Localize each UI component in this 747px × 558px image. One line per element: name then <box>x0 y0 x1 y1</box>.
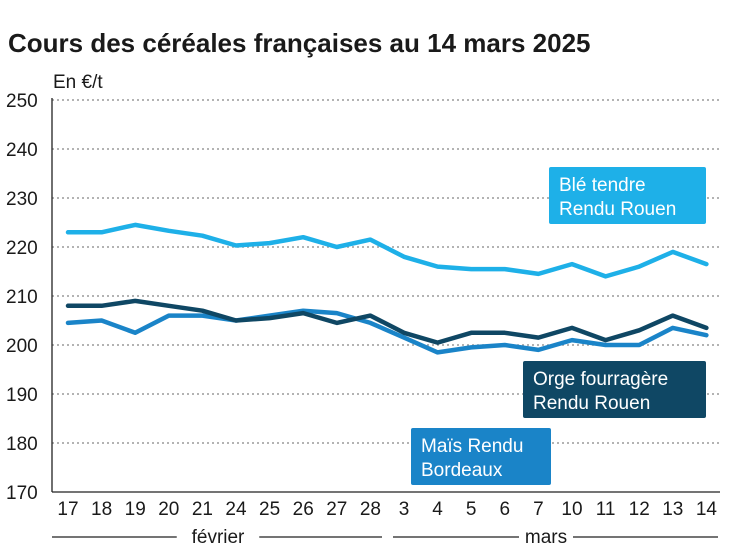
x-tick-label: 17 <box>57 499 78 520</box>
x-tick-label: 20 <box>158 499 179 520</box>
x-tick-label: 28 <box>360 499 381 520</box>
x-tick-labels: 17 18 19 20 21 24 25 26 27 28 3 4 5 6 7 10 11 12 13 14 <box>57 499 717 520</box>
x-tick-label: 10 <box>561 499 582 520</box>
series-label-2: Maïs Rendu Bordeaux <box>411 428 551 485</box>
series-label-box <box>523 361 706 418</box>
series-label-0: Blé tendre Rendu Rouen <box>549 167 706 224</box>
x-tick-label: 18 <box>91 499 112 520</box>
x-tick-label: 11 <box>596 499 616 520</box>
y-tick-label: 230 <box>6 189 38 210</box>
x-tick-label: 21 <box>192 499 213 520</box>
x-tick-label: 14 <box>696 499 718 520</box>
chart-title: Cours des céréales françaises au 14 mars… <box>8 28 591 58</box>
x-tick-label: 7 <box>533 499 544 520</box>
y-tick-label: 190 <box>6 385 38 406</box>
month-labels: février mars <box>52 527 718 548</box>
x-tick-label: 24 <box>225 499 247 520</box>
series-lines <box>65 222 709 355</box>
series-label-text: Blé tendre <box>559 175 646 196</box>
y-tick-labels: 170 180 190 200 210 220 230 240 250 <box>6 91 38 504</box>
y-tick-label: 180 <box>6 434 38 455</box>
y-tick-label: 240 <box>6 140 38 161</box>
x-tick-label: 13 <box>662 499 683 520</box>
series-label-box <box>411 428 551 485</box>
series-label-text: Rendu Rouen <box>533 393 650 414</box>
series-labels: Blé tendre Rendu Rouen Orge fourragère Rend… <box>411 167 706 485</box>
x-tick-label: 25 <box>259 499 280 520</box>
x-tick-label: 27 <box>326 499 347 520</box>
series-line-2 <box>65 308 709 355</box>
series-label-text: Rendu Rouen <box>559 199 676 220</box>
y-axis-label: En €/t <box>53 72 103 93</box>
y-tick-label: 170 <box>6 483 38 504</box>
series-label-box <box>549 167 706 224</box>
gridlines <box>51 98 720 493</box>
y-tick-label: 200 <box>6 336 38 357</box>
x-tick-label: 3 <box>399 499 410 520</box>
month-label: février <box>192 527 245 548</box>
x-tick-label: 4 <box>432 499 443 520</box>
x-tick-label: 5 <box>466 499 477 520</box>
series-label-text: Orge fourragère <box>533 369 668 390</box>
x-tick-label: 12 <box>629 499 650 520</box>
x-tick-label: 6 <box>500 499 511 520</box>
series-label-text: Bordeaux <box>421 460 503 481</box>
series-line-1 <box>65 298 709 345</box>
x-tick-label: 26 <box>293 499 314 520</box>
y-tick-label: 210 <box>6 287 38 308</box>
y-tick-label: 220 <box>6 238 38 259</box>
series-label-1: Orge fourragère Rendu Rouen <box>523 361 706 418</box>
y-tick-label: 250 <box>6 91 38 112</box>
x-tick-label: 19 <box>125 499 146 520</box>
series-label-text: Maïs Rendu <box>421 436 523 457</box>
month-label: mars <box>525 527 567 548</box>
series-line-0 <box>65 222 709 279</box>
